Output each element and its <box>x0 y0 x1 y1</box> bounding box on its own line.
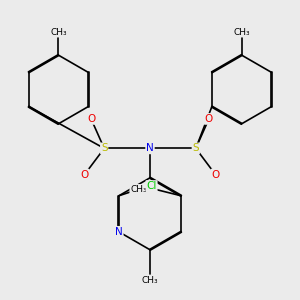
Text: Cl: Cl <box>146 181 157 191</box>
Text: O: O <box>87 114 95 124</box>
Text: CH₃: CH₃ <box>142 276 158 285</box>
Text: O: O <box>205 114 213 124</box>
Text: N: N <box>146 143 154 153</box>
Text: CH₃: CH₃ <box>130 185 147 194</box>
Text: CH₃: CH₃ <box>50 28 67 37</box>
Text: CH₃: CH₃ <box>233 28 250 37</box>
Text: O: O <box>211 169 220 179</box>
Text: O: O <box>80 169 89 179</box>
Text: S: S <box>193 143 199 153</box>
Text: N: N <box>115 227 123 237</box>
Text: S: S <box>101 143 107 153</box>
